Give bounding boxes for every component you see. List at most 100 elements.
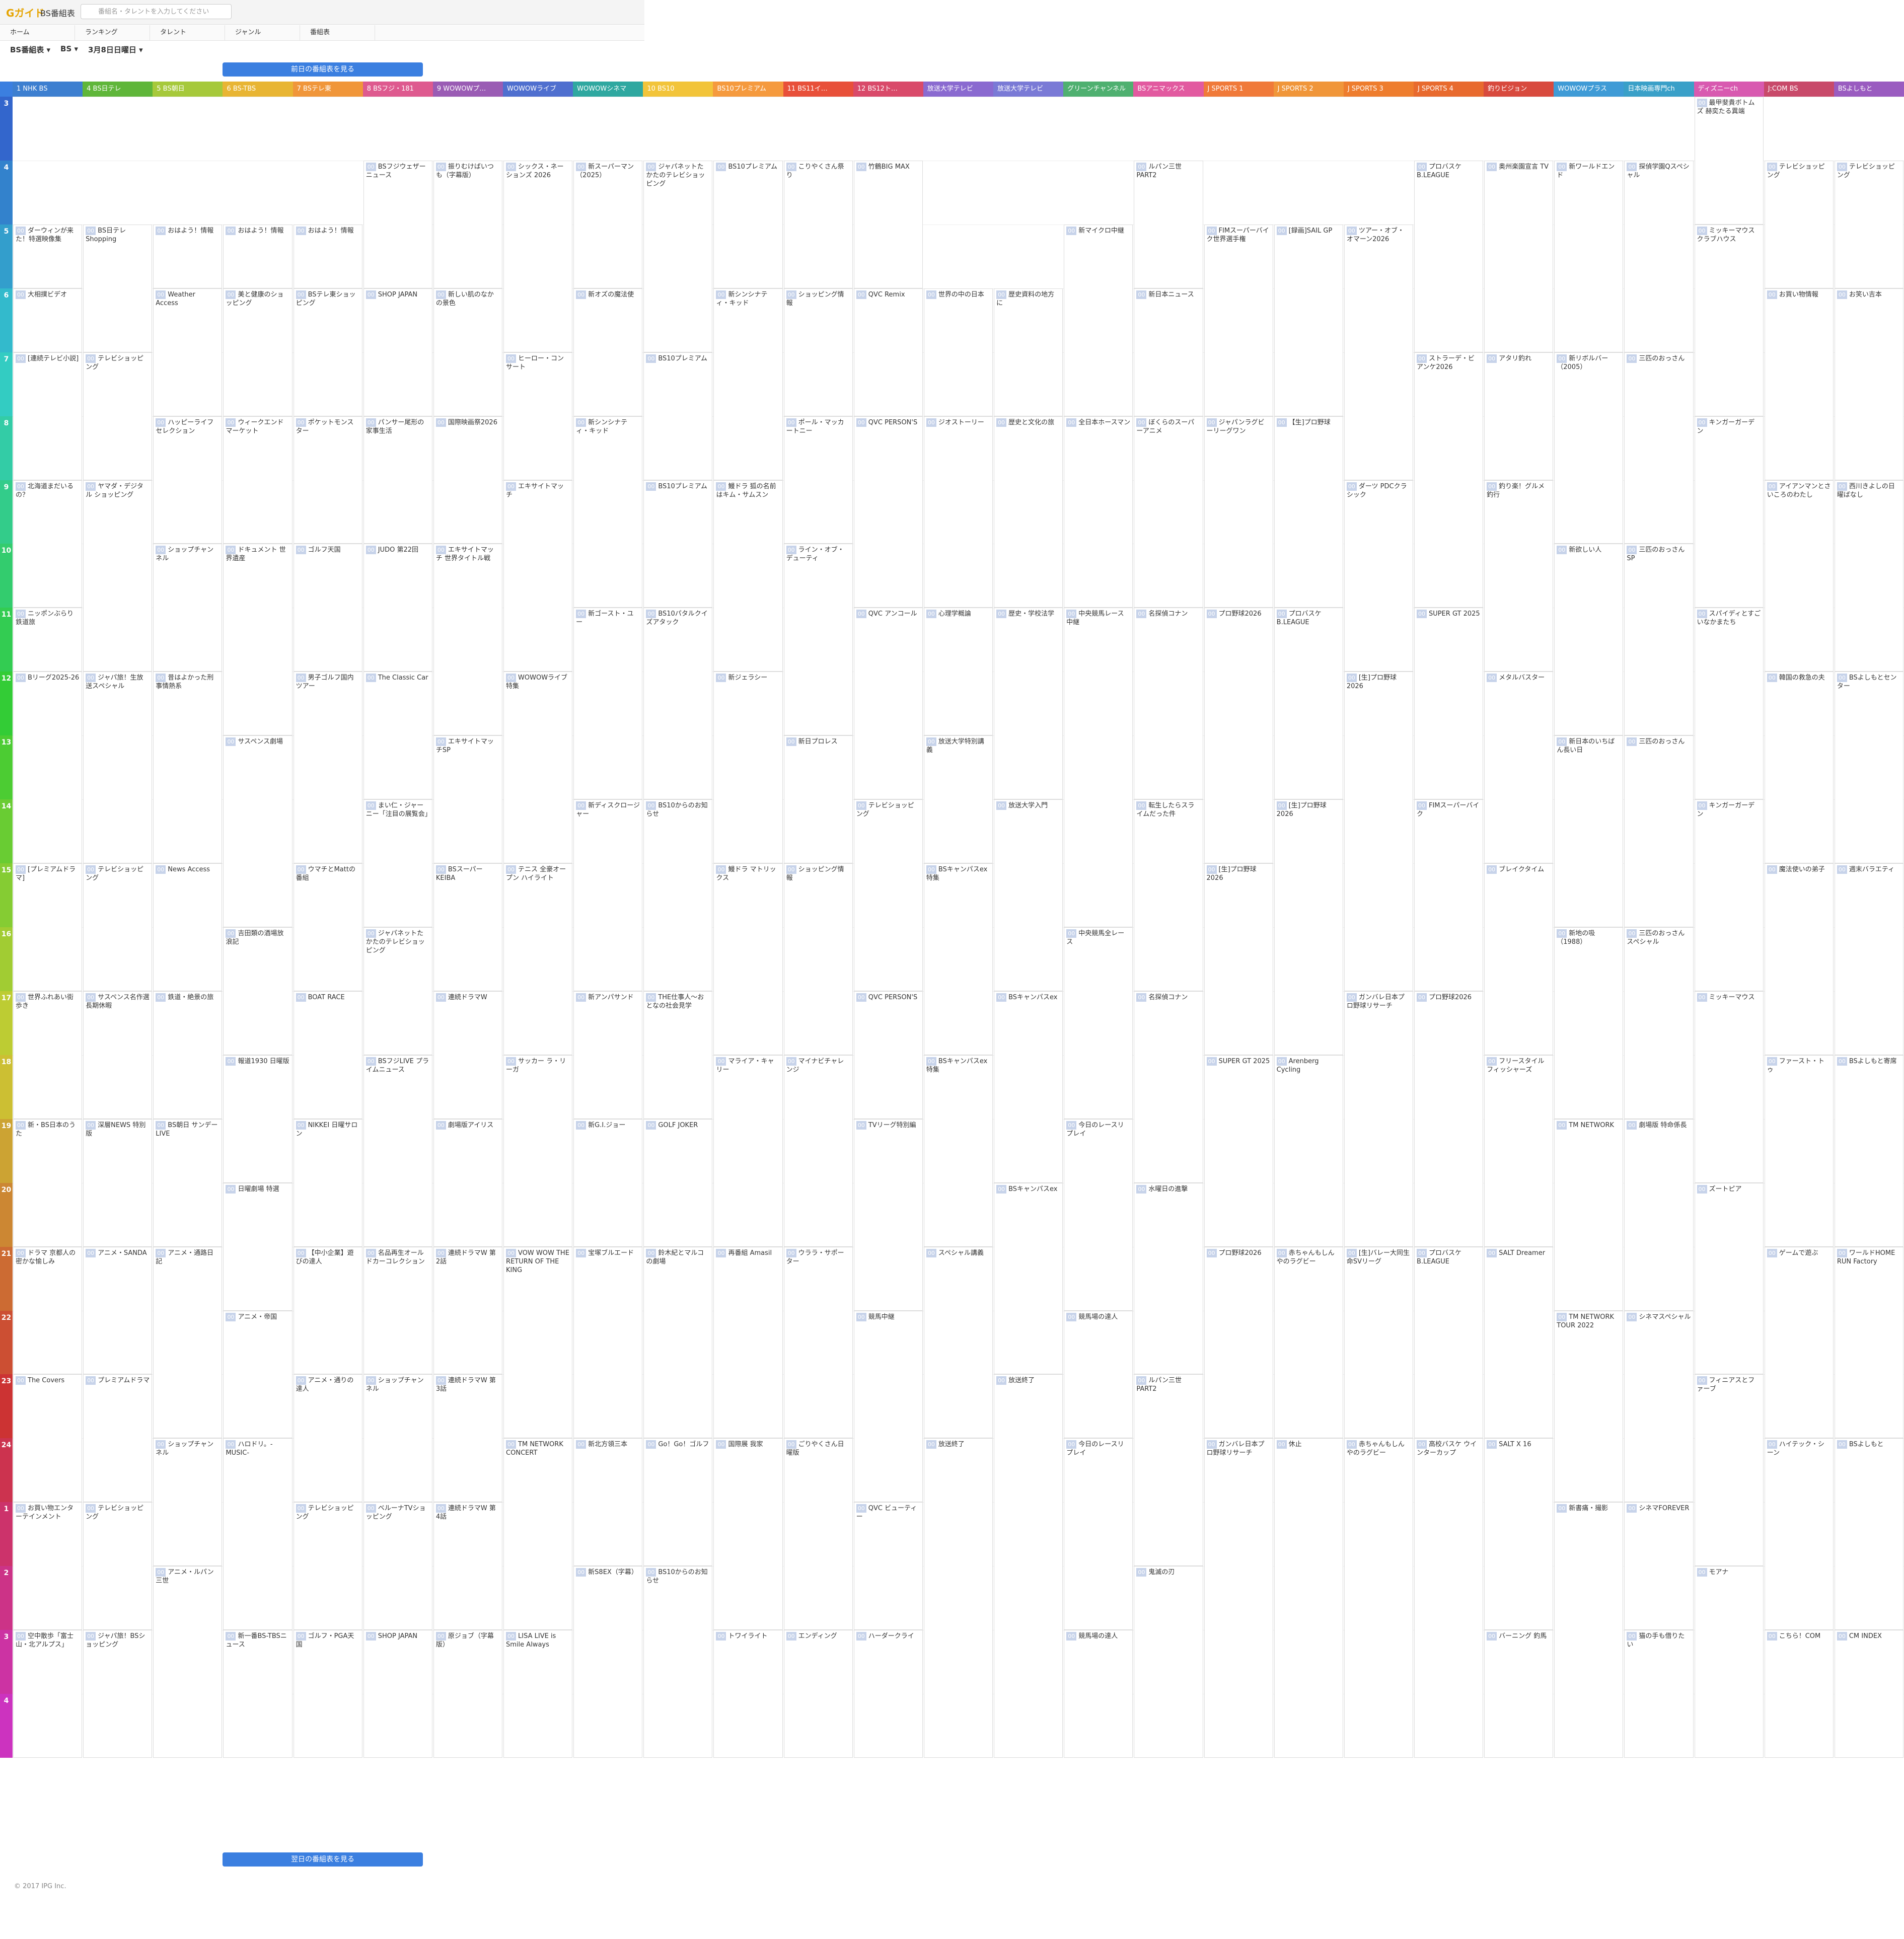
channel-header[interactable]: 10 BS10 [643,82,713,97]
channel-header[interactable]: BSよしもと [1834,82,1904,97]
program[interactable]: 00新オズの魔法使6 [573,288,643,416]
program[interactable]: 00名探偵コナン17 [1134,991,1203,1183]
program[interactable]: 00BSキャンパスex特集18 [923,1055,993,1247]
logo[interactable]: Gガイド [6,7,45,19]
program[interactable]: 00ゲームで遊ぶ21 [1764,1246,1834,1439]
program[interactable]: 00BS10からのお知らせ2 [643,1566,713,1758]
program[interactable]: 00こりやくさん祭り4 [783,160,853,288]
program[interactable]: 00FIMスーパーバイク世界選手権5 [1204,224,1273,416]
program[interactable]: 00[生]バレー大同生命SVリーグ21 [1344,1246,1413,1439]
program[interactable]: 00ジャパネットたかたのテレビショッピング4 [643,160,713,352]
program[interactable]: 00宝塚ブルエード21 [573,1246,643,1439]
program[interactable]: 00ショップチャンネル23 [363,1374,432,1503]
program[interactable]: 00赤ちゃんもしんやのラグビー24 [1344,1438,1413,1758]
program[interactable]: 00魔法使いの弟子15 [1764,863,1834,1055]
program[interactable]: 00[生]プロ野球202612 [1344,672,1413,991]
program[interactable]: 00新アンパサンド17 [573,991,643,1119]
program[interactable]: 00テレビショッピング1 [83,1502,153,1630]
program[interactable]: 00鈴木紀とマルコの劇場21 [643,1246,713,1439]
program[interactable]: 00新ワールドエンド4 [1554,160,1624,352]
program[interactable]: 00ガンバレ日本プロ野球リサーチ24 [1204,1438,1273,1758]
program[interactable]: 00中央競馬全レース16 [1064,927,1133,1119]
program[interactable]: 00[プレミアムドラマ]15 [13,863,83,991]
program[interactable]: 00ニッポンぶらり鉄道旅11 [13,608,83,672]
program[interactable]: 00新・BS日本のうた19 [13,1118,83,1247]
program[interactable]: 00TVリーグ特別編19 [853,1118,923,1311]
program[interactable]: 00お笑い吉本6 [1834,288,1903,480]
program[interactable]: 00ショップチャンネル24 [153,1438,223,1567]
program[interactable]: 00お買い物情報6 [1764,288,1834,480]
program[interactable]: 00ジオストーリー8 [923,416,993,608]
channel-header[interactable]: 釣りビジョン [1484,82,1554,97]
program[interactable]: 00世界ふれあい街歩き17 [13,991,83,1119]
program[interactable]: 00ショッピング情報6 [783,288,853,416]
channel-header[interactable]: BS10プレミアム [713,82,783,97]
program[interactable]: 00お買い物エンターテインメント1 [13,1502,83,1630]
program[interactable]: 00ショップチャンネル10 [153,544,223,672]
program[interactable]: 00エキサイトマッチ9 [503,480,573,672]
program[interactable]: 00競馬場の達人3 [1064,1630,1133,1758]
program[interactable]: 00BSテレ東ショッピング6 [293,288,362,416]
program[interactable]: 00ハーダークライ3 [853,1630,923,1758]
program[interactable]: 00国際映画祭20268 [433,416,503,544]
program[interactable]: 00ジャパンラグビーリーグワン8 [1204,416,1273,608]
program[interactable]: 00BSスーパーKEIBA15 [433,863,503,991]
channel-header[interactable]: 4 BS日テレ [83,82,153,97]
program[interactable]: 00探偵学園Qスペシャル4 [1624,160,1694,352]
program[interactable]: 00フィニアスとファーブ23 [1694,1374,1764,1567]
program[interactable]: 00連続ドラマW17 [433,991,503,1119]
channel-header[interactable]: 日本映画専門ch [1624,82,1694,97]
nav-tab[interactable]: ランキング [75,25,150,40]
program[interactable]: 00ブレイクタイム15 [1484,863,1554,1055]
program[interactable]: 00プロ野球202621 [1204,1246,1273,1439]
program[interactable]: 00[録画]SAIL GP5 [1274,224,1343,416]
program[interactable]: 00ジャパネットたかたのテレビショッピング16 [363,927,432,1055]
program[interactable]: 00BSよしもとセンター12 [1834,672,1903,864]
nav-tab[interactable]: ジャンル [225,25,300,40]
program[interactable]: 00水曜日の進撃20 [1134,1182,1203,1375]
program[interactable]: 00マイナビチャレンジ18 [783,1055,853,1247]
program[interactable]: 00スパイディとすごいなかまたち11 [1694,608,1764,800]
program[interactable]: 00モアナ2 [1694,1566,1764,1758]
program[interactable]: 00新欲しい人10 [1554,544,1624,736]
program[interactable]: 00週末バラエティ15 [1834,863,1903,1055]
channel-header[interactable]: 12 BS12ト… [853,82,923,97]
program[interactable]: 00BS10パタルクイズアタック11 [643,608,713,800]
program[interactable]: 00[連続テレビ小説]7 [13,352,83,480]
